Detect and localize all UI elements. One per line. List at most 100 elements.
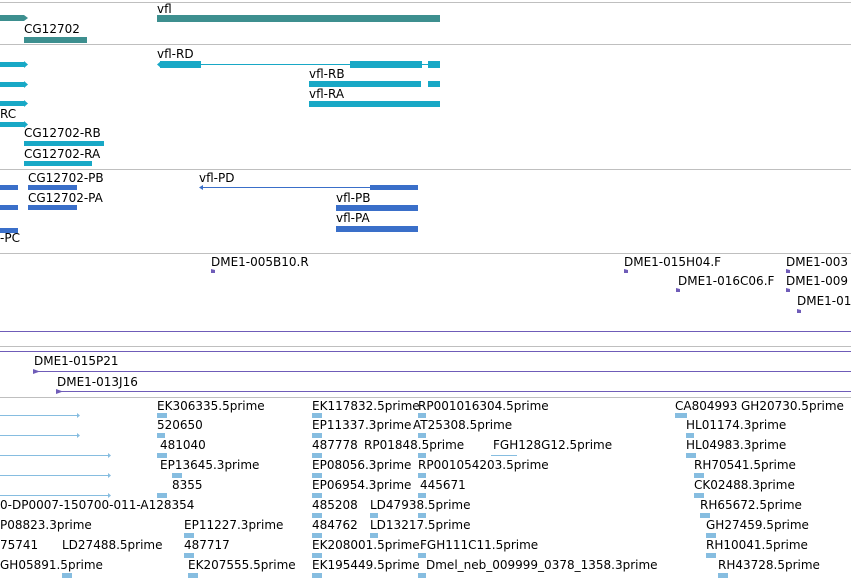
protein-label-pc[interactable]: -PC [0, 231, 20, 245]
est-block[interactable] [418, 493, 426, 498]
est-label[interactable]: 487778 [312, 438, 358, 452]
transcript-cg12702-rb[interactable] [24, 141, 104, 146]
transcript-vfl-rd[interactable] [157, 61, 440, 68]
est-label[interactable]: EP06954.3prime [312, 478, 412, 492]
transcript-label-vfl-ra[interactable]: vfl-RA [309, 87, 345, 101]
est-label[interactable]: EK306335.5prime [157, 399, 265, 413]
protein-label-vfl-pb[interactable]: vfl-PB [336, 191, 371, 205]
est-label[interactable]: RH10041.5prime [706, 538, 808, 552]
est-block[interactable] [718, 573, 728, 578]
protein-cg12702-pa[interactable] [28, 205, 77, 210]
transcript-vfl-rb-tail[interactable] [428, 81, 440, 87]
est-block[interactable] [312, 453, 322, 458]
bac-end-marker[interactable] [211, 269, 215, 273]
bac-clone-label[interactable]: DME1-013J16 [57, 375, 138, 389]
transcript-label-cg12702-rb[interactable]: CG12702-RB [24, 126, 101, 140]
est-label[interactable]: FGH111C11.5prime [420, 538, 539, 552]
est-block[interactable] [312, 573, 322, 578]
est-label[interactable]: CA804993 [675, 399, 738, 413]
est-block[interactable] [157, 433, 165, 438]
gene-label-cg12702[interactable]: CG12702 [24, 22, 80, 36]
bac-clone-label[interactable]: DME1-015P21 [34, 354, 119, 368]
est-label[interactable]: HL04983.3prime [686, 438, 787, 452]
est-label[interactable]: GH05891.5prime [0, 558, 103, 572]
est-block[interactable] [694, 473, 704, 478]
transcript-vfl-rb[interactable] [309, 81, 421, 87]
transcript-left-2[interactable] [0, 81, 28, 88]
transcript-left-1[interactable] [0, 61, 28, 68]
est-label[interactable]: Dmel_neb_009999_0378_1358.3prime [426, 558, 658, 572]
est-block[interactable] [418, 473, 426, 478]
est-block[interactable] [418, 573, 426, 578]
est-block[interactable] [418, 553, 426, 558]
est-block[interactable] [312, 513, 322, 518]
est-block[interactable] [706, 533, 716, 538]
est-block[interactable] [184, 533, 194, 538]
protein-vfl-pd[interactable] [199, 185, 418, 190]
est-label[interactable]: EP13645.3prime [160, 458, 260, 472]
bac-end-marker[interactable] [624, 269, 628, 273]
protein-vfl-pb[interactable] [336, 205, 418, 211]
bac-end-label[interactable]: DME1-01 [797, 294, 851, 308]
est-block[interactable] [312, 533, 322, 538]
est-label[interactable]: GH27459.5prime [706, 518, 809, 532]
est-label[interactable]: HL01174.3prime [686, 418, 787, 432]
est-block[interactable] [370, 513, 378, 518]
transcript-left-4[interactable] [0, 121, 28, 128]
est-label[interactable]: RP001016304.5prime [418, 399, 549, 413]
protein-left-1[interactable] [0, 185, 18, 190]
transcript-label-vfl-rb[interactable]: vfl-RB [309, 67, 345, 81]
est-label[interactable]: 484762 [312, 518, 358, 532]
bac-clone-dme1-013j16[interactable] [56, 389, 851, 394]
est-block[interactable] [184, 553, 194, 558]
est-block[interactable] [172, 473, 182, 478]
est-label[interactable]: RP01848.5prime [364, 438, 465, 452]
transcript-label-vfl-rd[interactable]: vfl-RD [157, 47, 194, 61]
est-block[interactable] [157, 453, 167, 458]
est-label[interactable]: EK117832.5prime [312, 399, 420, 413]
est-label[interactable]: 8355 [172, 478, 203, 492]
est-label[interactable]: LD27488.5prime [62, 538, 163, 552]
est-block[interactable] [312, 493, 322, 498]
bac-end-label[interactable]: DME1-015H04.F [624, 255, 722, 269]
est-label[interactable]: EK208001.5prime [312, 538, 420, 552]
bac-end-label[interactable]: DME1-005B10.R [211, 255, 309, 269]
est-label[interactable]: AT25308.5prime [413, 418, 513, 432]
est-block[interactable] [686, 433, 694, 438]
transcript-vfl-ra[interactable] [309, 101, 440, 107]
est-label[interactable]: 487717 [184, 538, 230, 552]
est-label[interactable]: 0-DP0007-150700-011-A128354 [0, 498, 195, 512]
est-block[interactable] [675, 413, 687, 418]
est-label[interactable]: RP001054203.5prime [418, 458, 549, 472]
est-label[interactable]: RH43728.5prime [718, 558, 820, 572]
est-block[interactable] [706, 553, 716, 558]
protein-label-vfl-pd[interactable]: vfl-PD [199, 171, 235, 185]
est-block[interactable] [418, 413, 426, 418]
bac-end-marker[interactable] [786, 288, 790, 292]
protein-label-cg12702-pa[interactable]: CG12702-PA [28, 191, 103, 205]
est-label[interactable]: 75741 [0, 538, 39, 552]
transcript-label-cg12702-ra[interactable]: CG12702-RA [24, 147, 101, 161]
est-block[interactable] [700, 513, 710, 518]
est-label[interactable]: CK02488.3prime [694, 478, 795, 492]
est-label[interactable]: LD13217.5prime [370, 518, 471, 532]
est-block[interactable] [188, 573, 198, 578]
est-block[interactable] [418, 453, 426, 458]
est-block[interactable] [157, 413, 167, 418]
est-label[interactable]: RH70541.5prime [694, 458, 796, 472]
est-block[interactable] [312, 473, 322, 478]
est-block[interactable] [312, 413, 322, 418]
est-label[interactable]: 445671 [420, 478, 466, 492]
gene-feature-vfl[interactable] [157, 15, 440, 22]
est-label[interactable]: EK195449.5prime [312, 558, 420, 572]
bac-end-marker[interactable] [797, 309, 801, 313]
protein-label-cg12702-pb[interactable]: CG12702-PB [28, 171, 104, 185]
transcript-label-rc[interactable]: RC [0, 107, 17, 121]
est-block[interactable] [312, 553, 322, 558]
est-block[interactable] [312, 433, 322, 438]
bac-end-marker[interactable] [676, 288, 680, 292]
est-block[interactable] [370, 533, 378, 538]
est-label[interactable]: 481040 [160, 438, 206, 452]
bac-end-label[interactable]: DME1-009 [786, 274, 849, 288]
bac-end-marker[interactable] [786, 269, 790, 273]
